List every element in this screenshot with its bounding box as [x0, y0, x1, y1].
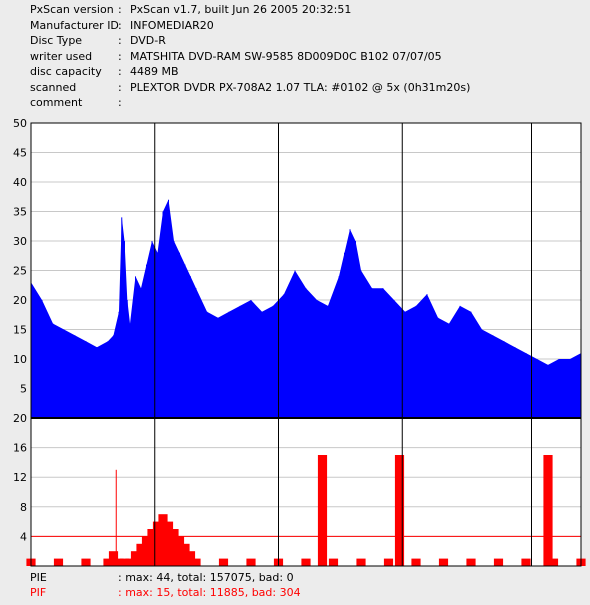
y-tick-label: 10: [13, 353, 27, 366]
pif-bar: [136, 543, 146, 566]
pif-bar: [158, 514, 168, 566]
info-label: Disc Type: [30, 34, 83, 47]
pif-bar: [185, 551, 196, 566]
pif-bar: [180, 543, 190, 566]
y-tick-label: 40: [13, 176, 27, 189]
pif-bar: [411, 558, 421, 566]
pif-bar: [466, 558, 476, 566]
pif-bar: [383, 558, 394, 566]
pif-bar: [493, 558, 504, 566]
info-separator: :: [118, 18, 122, 32]
y-tick-label: 16: [13, 442, 27, 455]
y-tick-label: 4: [20, 530, 27, 543]
pif-bar: [81, 558, 91, 566]
pif-bar: [328, 558, 339, 566]
pif-label: PIF: [30, 586, 47, 599]
pif-bar: [152, 521, 163, 566]
pif-bar: [125, 558, 135, 566]
info-separator: :: [118, 80, 122, 94]
pif-bar: [301, 558, 311, 566]
pie-label: PIE: [30, 571, 47, 584]
pif-bar: [53, 558, 64, 566]
pif-bar: [141, 536, 152, 566]
pif-bar: [317, 455, 328, 566]
y-tick-label: 8: [20, 501, 27, 514]
pif-bar: [521, 558, 531, 566]
y-tick-label: 20: [13, 412, 27, 425]
pie-summary: PIE : max: 44, total: 157075, bad: 0: [30, 571, 294, 585]
info-value: PxScan v1.7, built Jun 26 2005 20:32:51: [130, 3, 352, 16]
pif-bar: [548, 558, 559, 566]
info-separator: :: [118, 49, 122, 63]
pif-bar: [114, 558, 124, 566]
pif-bar: [169, 529, 179, 566]
info-label: writer used: [30, 49, 93, 63]
y-tick-label: 15: [13, 324, 27, 337]
pie-summary-value: : max: 44, total: 157075, bad: 0: [118, 571, 294, 584]
y-tick-label: 45: [13, 147, 27, 160]
pif-bar: [147, 529, 157, 566]
pif-bar: [163, 521, 174, 566]
pif-bar: [394, 455, 405, 566]
info-label: scanned: [30, 80, 77, 94]
info-value: MATSHITA DVD-RAM SW-9585 8D009D0C B102 0…: [130, 49, 442, 63]
info-separator: :: [118, 96, 122, 109]
y-tick-label: 12: [13, 471, 27, 484]
pif-bar: [119, 558, 130, 566]
y-tick-label: 50: [13, 117, 27, 130]
info-value: DVD-R: [130, 34, 166, 47]
pif-bar: [218, 558, 229, 566]
info-label: comment: [30, 96, 83, 109]
pif-summary: PIF : max: 15, total: 11885, bad: 304: [30, 586, 301, 600]
y-tick-label: 30: [13, 235, 27, 248]
y-tick-label: 5: [20, 383, 27, 396]
y-tick-label: 25: [13, 265, 27, 278]
info-separator: :: [118, 65, 122, 78]
info-label: PxScan version: [30, 3, 114, 16]
info-value: PLEXTOR DVDR PX-708A2 1.07 TLA: #0102 @ …: [130, 80, 471, 94]
pif-plot-area: [31, 418, 581, 566]
pif-summary-value: : max: 15, total: 11885, bad: 304: [118, 586, 301, 599]
pif-bar: [174, 536, 185, 566]
pif-bar: [108, 551, 119, 566]
info-separator: :: [118, 3, 122, 16]
pif-bar: [356, 558, 366, 566]
info-value: INFOMEDIAR20: [130, 18, 214, 32]
y-tick-label: 20: [13, 294, 27, 307]
y-tick-label: 35: [13, 206, 27, 219]
info-value: 4489 MB: [130, 65, 179, 78]
info-label: Manufacturer ID: [30, 18, 119, 32]
pif-bar: [191, 558, 201, 566]
info-separator: :: [118, 34, 122, 47]
pif-bar: [130, 551, 141, 566]
info-label: disc capacity: [30, 65, 102, 78]
pif-bar: [438, 558, 449, 566]
pif-bar: [246, 558, 256, 566]
pif-bar: [103, 558, 113, 566]
